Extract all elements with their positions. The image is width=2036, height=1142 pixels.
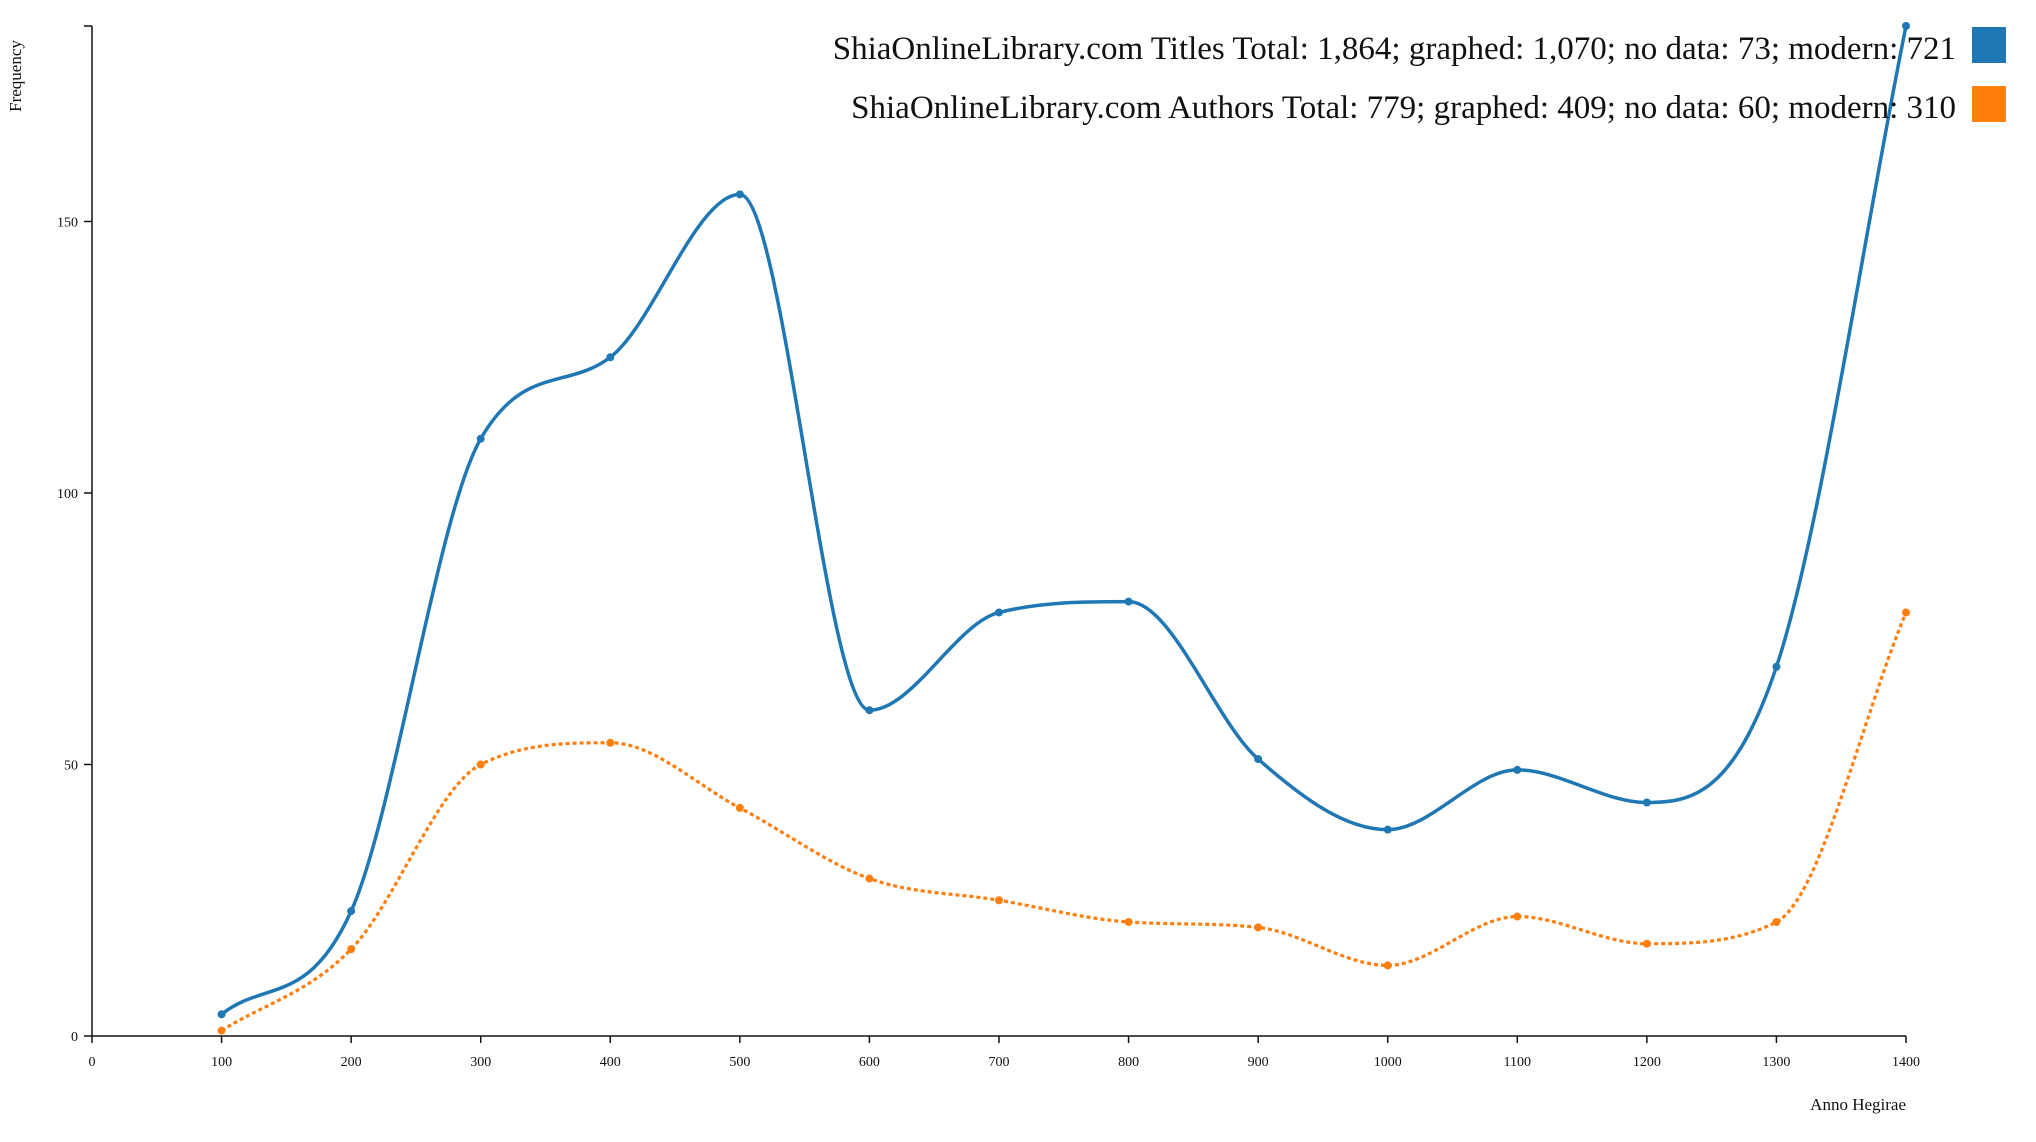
data-point <box>1124 597 1133 606</box>
legend-swatch-authors <box>1972 86 2006 122</box>
data-point <box>735 190 744 199</box>
data-point <box>606 738 615 747</box>
data-point <box>1513 912 1522 921</box>
x-tick-label: 300 <box>470 1055 491 1070</box>
legend-swatch-titles <box>1972 27 2006 63</box>
y-axis-title: Frequency <box>6 40 25 112</box>
legend-label-authors: ShiaOnlineLibrary.com Authors Total: 779… <box>851 90 1956 126</box>
x-tick-label: 400 <box>600 1055 621 1070</box>
data-point <box>217 1026 226 1035</box>
y-axis-ticks: 0 50 100 150 <box>57 215 92 1045</box>
data-point <box>347 907 356 916</box>
data-point <box>1383 961 1392 970</box>
y-tick-label: 100 <box>57 487 78 502</box>
x-tick-label: 200 <box>341 1055 362 1070</box>
y-tick-label: 50 <box>64 758 78 773</box>
data-point <box>1642 939 1651 948</box>
data-point <box>865 874 874 883</box>
legend: ShiaOnlineLibrary.com Titles Total: 1,86… <box>833 27 2006 126</box>
data-point <box>1902 608 1910 617</box>
data-point <box>995 896 1003 905</box>
x-tick-label: 0 <box>89 1055 96 1070</box>
series-line <box>219 24 1908 1017</box>
x-tick-label: 1400 <box>1892 1055 1920 1070</box>
data-point <box>1254 923 1263 932</box>
x-tick-label: 900 <box>1248 1055 1269 1070</box>
legend-item-titles: ShiaOnlineLibrary.com Titles Total: 1,86… <box>833 27 2006 67</box>
data-point <box>995 608 1003 617</box>
x-tick-label: 500 <box>729 1055 750 1070</box>
data-point <box>1383 825 1392 834</box>
x-tick-label: 1200 <box>1633 1055 1661 1070</box>
data-point <box>1772 917 1781 926</box>
data-point <box>606 353 615 362</box>
x-tick-label: 1300 <box>1762 1055 1790 1070</box>
series-0 <box>217 22 1910 1019</box>
legend-item-authors: ShiaOnlineLibrary.com Authors Total: 779… <box>851 86 2006 126</box>
x-tick-label: 700 <box>989 1055 1010 1070</box>
x-tick-label: 100 <box>211 1055 232 1070</box>
data-point <box>735 803 744 812</box>
data-point <box>217 1010 226 1019</box>
x-tick-label: 800 <box>1118 1055 1139 1070</box>
x-tick-label: 600 <box>859 1055 880 1070</box>
data-point <box>1642 798 1651 807</box>
data-point <box>476 434 485 443</box>
x-axis-title: Anno Hegirae <box>1810 1095 1906 1114</box>
y-tick-label: 0 <box>71 1030 78 1045</box>
data-point <box>347 945 356 954</box>
series-layer <box>217 22 1910 1035</box>
data-point <box>865 706 874 715</box>
data-point <box>1772 662 1781 671</box>
data-point <box>1902 22 1910 30</box>
legend-label-titles: ShiaOnlineLibrary.com Titles Total: 1,86… <box>833 31 1956 67</box>
x-axis-ticks: 0 100 200 300 400 500 600 700 800 900 1000 1100 1200… <box>89 1036 1920 1070</box>
y-tick-label: 150 <box>57 215 78 230</box>
x-tick-label: 1100 <box>1504 1055 1531 1070</box>
series-line <box>220 611 1908 1032</box>
data-point <box>1254 755 1263 764</box>
series-1 <box>217 608 1910 1035</box>
axes: 0 100 200 300 400 500 600 700 800 900 1000 1100 1200… <box>57 25 1920 1070</box>
x-tick-label: 1000 <box>1374 1055 1402 1070</box>
data-point <box>1513 765 1522 774</box>
data-point <box>476 760 485 769</box>
data-point <box>1124 917 1133 926</box>
